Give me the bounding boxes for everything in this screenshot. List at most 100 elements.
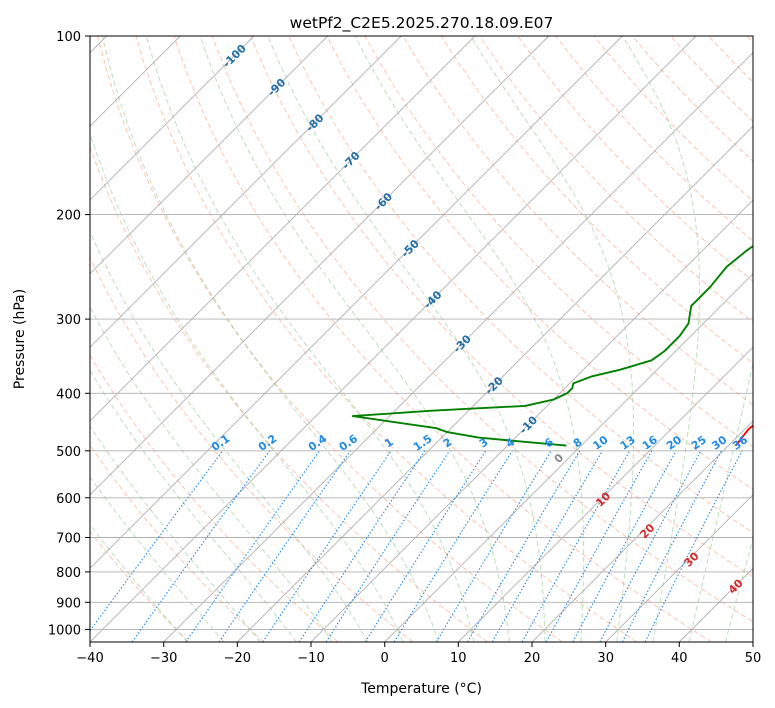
isotherm-line xyxy=(163,52,753,642)
mixing-ratio-label: 36 xyxy=(730,433,750,453)
moist-adiabat-line xyxy=(90,369,297,642)
data-lines xyxy=(351,244,753,447)
isotherm-line xyxy=(90,36,623,569)
y-tick-label: 600 xyxy=(56,492,81,507)
isotherm-line xyxy=(90,36,255,201)
dry-adiabat-line xyxy=(326,36,753,491)
mixing-ratio-label: 10 xyxy=(590,433,610,453)
dewpoint-profile-line xyxy=(351,244,753,447)
plot-frame xyxy=(89,35,754,643)
moist-adiabat-label: 0 xyxy=(552,451,567,466)
mixing-ratio-line xyxy=(262,450,392,642)
mixing-ratio-line xyxy=(185,450,321,642)
moist-adiabat-label: 10 xyxy=(593,489,613,509)
isotherm-label: -80 xyxy=(303,111,326,134)
moist-adiabat-line xyxy=(90,476,225,642)
moist-adiabat-line xyxy=(470,36,635,642)
moist-adiabat-line xyxy=(688,361,753,642)
isotherm-label: -30 xyxy=(451,332,474,355)
moist-adiabat-line xyxy=(101,36,439,642)
moist-adiabat-line xyxy=(90,425,261,642)
background-lines xyxy=(90,36,753,642)
isotherm-line xyxy=(457,346,753,642)
isotherm-label: -50 xyxy=(399,237,422,260)
dry-adiabat-line xyxy=(250,36,753,578)
dry-adiabat-line xyxy=(746,36,753,44)
isotherm-line xyxy=(90,36,476,422)
moist-adiabat-line xyxy=(725,537,753,642)
mixing-ratio-line xyxy=(572,450,677,642)
mixing-ratio-line xyxy=(393,450,513,642)
dry-adiabat-line xyxy=(440,36,753,364)
mixing-ratio-label: 13 xyxy=(618,433,638,452)
isotherm-line xyxy=(90,36,550,496)
isotherm-line xyxy=(90,36,402,348)
moist-adiabat-line xyxy=(621,36,700,642)
isotherm-line xyxy=(236,125,753,642)
moist-adiabat-line xyxy=(90,523,188,642)
x-tick-label: −20 xyxy=(224,651,251,666)
mixing-ratio-line xyxy=(599,450,702,642)
isotherm-line xyxy=(90,36,329,275)
moist-adiabat-label: 20 xyxy=(637,521,657,541)
dry-adiabat-line xyxy=(173,36,712,642)
dry-adiabat-line xyxy=(135,36,638,642)
x-axis-label: Temperature (°C) xyxy=(360,681,482,697)
isotherm-label: -40 xyxy=(421,288,444,311)
dry-adiabat-line xyxy=(670,36,753,123)
dry-adiabat-line xyxy=(631,36,753,162)
mixing-ratio-line xyxy=(545,450,653,642)
mixing-ratio-line xyxy=(621,450,722,642)
mixing-ratio-line xyxy=(644,450,743,642)
axis-ticks: −40 −30 −20 −10 0 10 20 30 40 5010009008007006005… xyxy=(48,30,761,666)
y-tick-label: 900 xyxy=(56,596,81,611)
dry-adiabat-line xyxy=(90,256,414,642)
isotherm-label: -70 xyxy=(339,149,362,172)
isotherm-line xyxy=(752,641,753,642)
mixing-ratio-label: 1 xyxy=(382,435,396,450)
isotherm-line xyxy=(90,36,697,642)
y-tick-label: 200 xyxy=(56,209,81,224)
dry-adiabat-line xyxy=(90,354,339,642)
y-axis-label: Pressure (hPa) xyxy=(12,289,28,389)
y-tick-label: 100 xyxy=(56,30,81,45)
isotherm-label: -20 xyxy=(483,374,506,397)
mixing-ratio-label: 16 xyxy=(640,433,660,453)
mixing-ratio-line xyxy=(364,450,487,642)
dry-adiabat-line xyxy=(593,36,753,202)
mixing-ratio-line xyxy=(467,450,581,642)
mixing-ratio-line xyxy=(435,450,552,642)
chart-title: wetPf2_C2E5.2025.270.18.09.E07 xyxy=(290,14,554,33)
moist-adiabat-label: 40 xyxy=(726,576,746,596)
mixing-ratio-line xyxy=(298,450,426,642)
isotherm-line xyxy=(310,199,753,642)
x-tick-label: 40 xyxy=(671,651,688,666)
x-tick-label: −10 xyxy=(297,651,324,666)
y-tick-label: 700 xyxy=(56,532,81,547)
temperature-profile-line xyxy=(735,424,753,447)
dry-adiabat-line xyxy=(211,36,753,623)
mixing-ratio-line xyxy=(90,450,224,632)
moist-adiabat-line xyxy=(267,36,546,642)
x-tick-label: 50 xyxy=(745,651,762,666)
isotherm-line xyxy=(605,494,753,642)
mixing-ratio-label: 8 xyxy=(571,435,585,450)
x-tick-label: 20 xyxy=(524,651,541,666)
isotherm-line xyxy=(531,420,753,642)
mixing-ratio-label: 30 xyxy=(709,433,729,453)
dry-adiabat-line xyxy=(90,530,190,642)
x-tick-label: 30 xyxy=(597,651,614,666)
dry-adiabat-line xyxy=(708,36,753,83)
moist-adiabat-line xyxy=(90,306,333,642)
x-tick-label: 10 xyxy=(450,651,467,666)
dry-adiabat-line xyxy=(517,36,753,283)
moist-adiabat-line xyxy=(90,131,404,642)
x-tick-label: −40 xyxy=(76,651,103,666)
dry-adiabat-line xyxy=(364,36,753,448)
mixing-ratio-line xyxy=(521,450,631,642)
mixing-ratio-label: 25 xyxy=(689,433,709,452)
dry-adiabat-line xyxy=(555,36,753,242)
dry-adiabat-line xyxy=(90,145,488,642)
isotherm-label: -100 xyxy=(220,42,249,71)
